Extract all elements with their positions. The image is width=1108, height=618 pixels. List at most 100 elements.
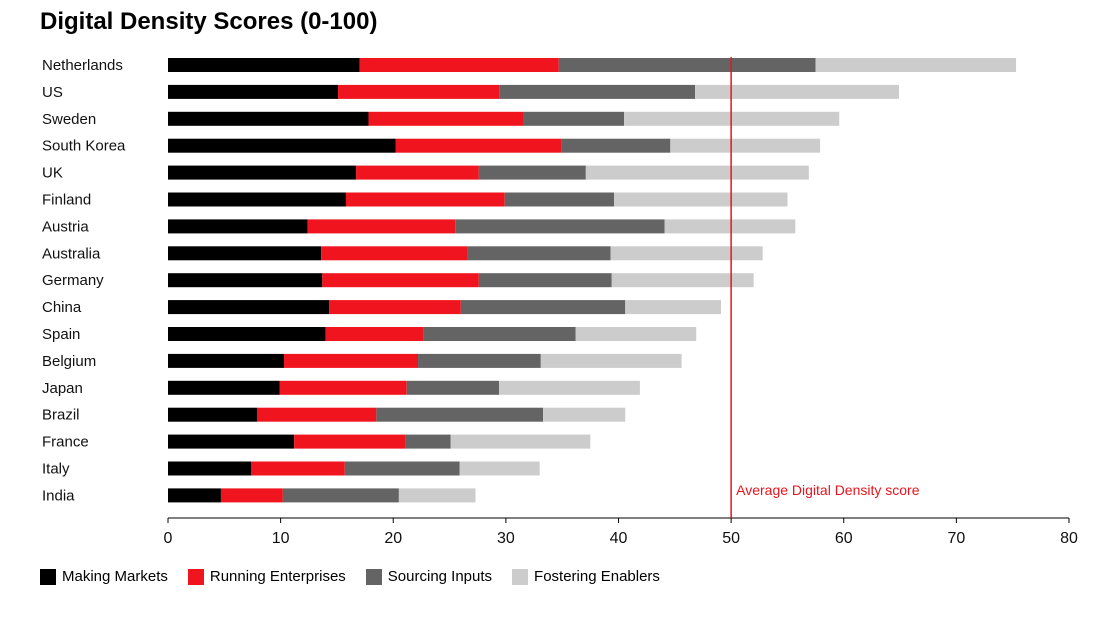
legend-swatch [40,568,56,585]
category-label: Japan [42,380,83,397]
bar-segment [282,488,399,503]
bar-segment [284,353,419,368]
bar-segment [613,192,788,207]
category-label: France [42,434,89,451]
bar-segment [815,58,1017,72]
category-label: Italy [42,461,70,478]
bar-segment [325,327,424,341]
legend-label: Making Markets [62,568,168,585]
x-tick-label: 30 [497,530,515,547]
bar-segment [168,219,308,234]
bar-segment [611,273,754,288]
category-label: US [42,84,63,101]
bar-segment [321,246,468,261]
category-label: Germany [42,272,104,289]
bar-segment [467,246,611,261]
bar-segment [459,461,540,476]
bar-segment [168,327,326,341]
bar-segment [670,138,821,153]
bar-segment [168,192,346,207]
category-label: Brazil [42,407,80,424]
x-tick-label: 70 [947,530,965,547]
category-label: Spain [42,326,80,343]
bar-segment [168,111,369,126]
category-label: Netherlands [42,57,123,74]
bar-segment [499,84,696,99]
legend-swatch [187,568,204,585]
bar-segment [168,434,295,449]
bar-segment [405,434,451,449]
bar-segment [251,461,345,476]
category-label: Finland [42,192,91,209]
legend-swatch [365,568,382,585]
bar-segment [168,84,339,99]
bar-segment [398,488,476,503]
bar-segment [478,273,612,288]
bar-segment [168,353,285,368]
bar-segment [455,219,665,234]
category-label: UK [42,165,63,182]
bar-segment [168,407,257,422]
bar-segment [322,273,479,288]
bar-segment [168,273,323,288]
bar-segment [168,58,360,72]
bar-segment [423,327,576,341]
bar-segment [418,353,541,368]
bar-segment [504,192,614,207]
legend-label: Sourcing Inputs [387,568,493,585]
bar-segment [664,219,796,234]
bar-segment [168,138,396,153]
legend-item: Making Markets [40,568,168,585]
bar-segment [307,219,456,234]
legend: Making Markets Running Enterprises Sourcin… [40,568,660,585]
bar-segment [329,300,461,315]
x-tick-label: 80 [1060,530,1078,547]
bar-segment [523,111,625,126]
bar-segment [356,165,479,180]
bar-segment [168,380,280,395]
chart-title: Digital Density Scores (0-100) [40,8,378,35]
bar-segment [610,246,763,261]
x-axis: 0 10 20 30 40 50 60 70 80 [164,517,1078,547]
reference-line-layer: Average Digital Density score [730,57,920,518]
x-tick-label: 20 [384,530,402,547]
x-tick-label: 10 [272,530,290,547]
bar-segment [406,380,500,395]
legend-item: Fostering Enablers [512,568,660,585]
bar-segment [294,434,406,449]
bar-segment [168,300,330,315]
bar-segment [279,380,407,395]
bar-segment [585,165,809,180]
bar-segment [575,327,697,341]
bar-segment [256,407,377,422]
category-label: China [42,299,82,316]
legend-swatch [512,568,529,585]
bar-segment [338,84,500,99]
bar-segment [499,380,640,395]
x-tick-label: 50 [722,530,740,547]
legend-label: Fostering Enablers [534,568,660,585]
bar-segment [695,84,899,99]
category-label: Australia [42,245,101,262]
bar-segment [561,138,671,153]
category-label: Sweden [42,111,96,128]
bar-segment [168,461,252,476]
bar-segment [540,353,682,368]
bar-segment [359,58,559,72]
bar-segment [376,407,544,422]
legend-item: Running Enterprises [187,568,346,585]
category-label: Belgium [42,353,96,370]
category-label: South Korea [42,138,126,155]
bar-segment [344,461,460,476]
bar-segment [478,165,586,180]
bar-segment [625,300,721,315]
x-tick-label: 0 [164,530,173,547]
bar-segment [220,488,283,503]
bar-segment [168,165,357,180]
reference-line-label: Average Digital Density score [736,482,920,498]
legend-label: Running Enterprises [209,568,346,585]
bar-segment [345,192,505,207]
bar-segment [368,111,524,126]
legend-item: Sourcing Inputs [365,568,493,585]
